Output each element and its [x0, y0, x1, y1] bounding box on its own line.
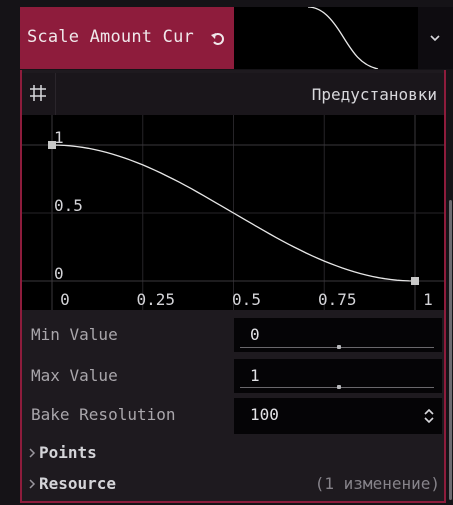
x-tick-label: 0	[60, 290, 70, 309]
bake-resolution-text: 100	[250, 405, 279, 424]
points-section-toggle[interactable]: Points	[39, 443, 97, 462]
min-value-slider-knob[interactable]	[337, 345, 341, 349]
property-header[interactable]	[20, 7, 234, 69]
y-tick-label: 1	[54, 128, 64, 147]
bake-resolution-field[interactable]	[234, 398, 442, 434]
curve-toolbar	[22, 73, 444, 115]
x-tick-label: 1	[423, 290, 433, 309]
curve-graph: 0 0.25 0.5 0.75 1 1 0.5 0	[22, 115, 444, 310]
min-value-label: Min Value	[31, 325, 118, 344]
resource-changes-count: (1 изменение)	[314, 474, 440, 493]
scrollbar[interactable]	[449, 200, 452, 500]
chevron-down-icon	[430, 35, 440, 42]
chevron-right-icon[interactable]	[28, 447, 36, 459]
curve-preview-line	[307, 7, 379, 69]
reset-arrow-icon[interactable]	[209, 27, 227, 49]
curve-control-point[interactable]	[411, 277, 419, 285]
dropdown-button[interactable]	[418, 7, 453, 69]
curve-preview[interactable]	[234, 7, 418, 69]
x-tick-label: 0.75	[318, 290, 357, 309]
y-tick-label: 0.5	[54, 196, 83, 215]
max-value-slider-knob[interactable]	[337, 385, 341, 389]
resource-section-toggle[interactable]: Resource	[39, 474, 117, 493]
curve-line	[51, 144, 416, 282]
bake-resolution-label: Bake Resolution	[31, 405, 176, 424]
presets-label: Предустановки	[311, 85, 437, 104]
max-value-text: 1	[250, 366, 260, 385]
max-value-label: Max Value	[31, 366, 118, 385]
grid-snap-icon	[30, 85, 46, 101]
x-tick-label: 0.25	[136, 290, 175, 309]
min-value-text: 0	[250, 325, 260, 344]
y-tick-label: 0	[54, 264, 64, 283]
chevron-right-icon[interactable]	[28, 478, 36, 490]
property-label: Scale Amount Cur	[27, 27, 194, 47]
curve-control-point[interactable]	[48, 141, 56, 149]
grid-snap-button[interactable]	[22, 73, 56, 115]
spin-updown-icon[interactable]	[423, 406, 435, 426]
x-tick-label: 0.5	[232, 290, 261, 309]
